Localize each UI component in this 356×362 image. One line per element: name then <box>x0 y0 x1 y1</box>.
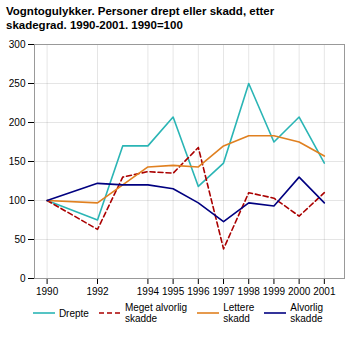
svg-text:1996: 1996 <box>187 286 210 297</box>
svg-text:2000: 2000 <box>288 286 311 297</box>
svg-text:1994: 1994 <box>137 286 160 297</box>
svg-text:1990: 1990 <box>36 286 59 297</box>
svg-text:1998: 1998 <box>238 286 261 297</box>
svg-text:150: 150 <box>9 156 26 167</box>
svg-text:1992: 1992 <box>86 286 109 297</box>
svg-text:250: 250 <box>9 78 26 89</box>
html-text:Alvorlig skadde: Alvorlig skadde <box>290 302 324 324</box>
svg-text:100: 100 <box>9 195 26 206</box>
svg-text:2001: 2001 <box>313 286 336 297</box>
svg-text:0: 0 <box>20 273 26 284</box>
html-text:Meget alvorlig skadde: Meget alvorlig skadde <box>124 302 188 324</box>
svg-text:1997: 1997 <box>212 286 235 297</box>
svg-text:1995: 1995 <box>162 286 185 297</box>
svg-text:300: 300 <box>9 39 26 50</box>
svg-text:200: 200 <box>9 117 26 128</box>
html-text:Lettere skadd: Lettere skadd <box>223 302 255 324</box>
html-text:Drepte: Drepte <box>58 307 89 319</box>
svg-text:1999: 1999 <box>263 286 286 297</box>
svg-text:50: 50 <box>14 234 26 245</box>
html-text:Vogntogulykker. Personer drept: Vogntogulykker. Personer drept eller ska… <box>6 5 275 31</box>
